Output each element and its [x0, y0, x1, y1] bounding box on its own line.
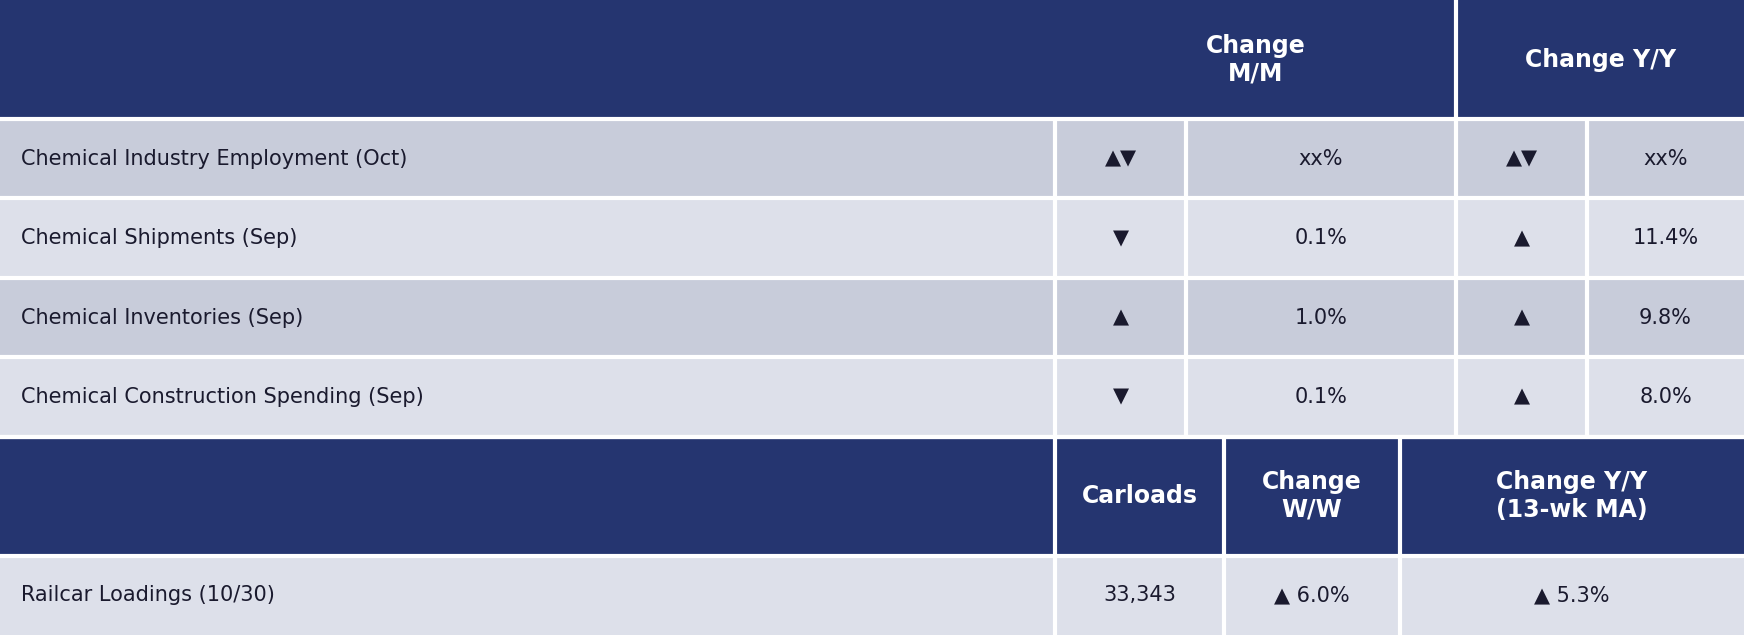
Text: Chemical Industry Employment (Oct): Chemical Industry Employment (Oct) [21, 149, 408, 169]
Text: ▲: ▲ [1113, 307, 1128, 328]
Text: ▲ 6.0%: ▲ 6.0% [1273, 585, 1350, 605]
Text: Chemical Shipments (Sep): Chemical Shipments (Sep) [21, 228, 296, 248]
Bar [0, 198, 1744, 278]
Text: 9.8%: 9.8% [1639, 307, 1692, 328]
Text: 8.0%: 8.0% [1639, 387, 1692, 407]
Text: Change Y/Y
(13-wk MA): Change Y/Y (13-wk MA) [1496, 470, 1648, 522]
Text: 11.4%: 11.4% [1632, 228, 1699, 248]
Text: Change Y/Y: Change Y/Y [1524, 48, 1676, 72]
Text: xx%: xx% [1299, 149, 1343, 169]
Bar [0, 357, 1744, 437]
Bar [0, 0, 1744, 119]
Text: 33,343: 33,343 [1102, 585, 1175, 605]
Text: ▼: ▼ [1113, 228, 1128, 248]
Text: Chemical Inventories (Sep): Chemical Inventories (Sep) [21, 307, 303, 328]
Text: ▲: ▲ [1514, 387, 1529, 407]
Text: 0.1%: 0.1% [1294, 228, 1348, 248]
Text: ▲: ▲ [1514, 228, 1529, 248]
Text: 0.1%: 0.1% [1294, 387, 1348, 407]
Text: xx%: xx% [1643, 149, 1688, 169]
Text: Change
W/W: Change W/W [1263, 470, 1362, 522]
Bar [0, 437, 1744, 556]
Text: 1.0%: 1.0% [1294, 307, 1348, 328]
Text: ▼: ▼ [1113, 387, 1128, 407]
Text: Chemical Construction Spending (Sep): Chemical Construction Spending (Sep) [21, 387, 424, 407]
Text: ▲▼: ▲▼ [1505, 149, 1538, 169]
Text: Carloads: Carloads [1081, 484, 1198, 508]
Text: ▲: ▲ [1514, 307, 1529, 328]
Text: Railcar Loadings (10/30): Railcar Loadings (10/30) [21, 585, 276, 605]
Bar [0, 119, 1744, 198]
Text: ▲▼: ▲▼ [1104, 149, 1137, 169]
Text: Change
M/M: Change M/M [1205, 34, 1306, 86]
Bar [0, 278, 1744, 357]
Text: ▲ 5.3%: ▲ 5.3% [1535, 585, 1610, 605]
Bar [0, 556, 1744, 635]
